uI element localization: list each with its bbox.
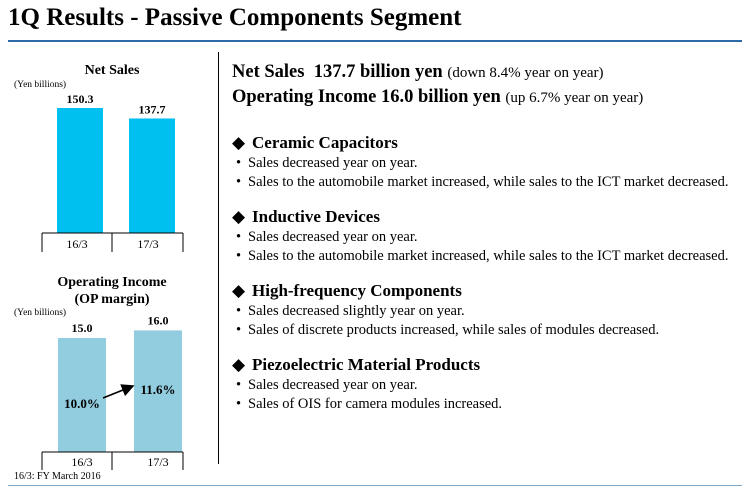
section-inductive-devices: ◆ Inductive Devices • Sales decreased year… <box>232 206 744 266</box>
net-sales-headline: Net Sales 137.7 billion yen (down 8.4% y… <box>232 60 744 85</box>
dot-bullet-icon: • <box>236 248 242 264</box>
bullet-text: Sales of discrete products increased, wh… <box>248 322 660 338</box>
footnote: 16/3: FY March 2016 <box>14 471 101 482</box>
bullet-text: Sales of OIS for camera modules increase… <box>248 396 503 412</box>
page-title: 1Q Results - Passive Components Segment <box>8 4 462 31</box>
bullet-item: • Sales to the automobile market increase… <box>232 247 744 266</box>
dot-bullet-icon: • <box>236 396 242 412</box>
operating-income-headline-note: (up 6.7% year on year) <box>505 90 644 106</box>
bullet-text: Sales decreased year on year. <box>248 155 418 171</box>
op-margin-label: 11.6% <box>140 382 175 397</box>
section-title: Ceramic Capacitors <box>252 133 398 152</box>
title-divider <box>8 40 742 42</box>
bullet-item: • Sales of OIS for camera modules increas… <box>232 395 744 414</box>
operating-income-value-label: 16.0 <box>148 313 169 327</box>
diamond-bullet-icon: ◆ <box>232 207 246 226</box>
operating-income-headline-value: 16.0 billion yen <box>381 87 501 107</box>
net-sales-bar-16-3 <box>57 108 103 233</box>
section-title: High-frequency Components <box>252 281 462 300</box>
bullet-item: • Sales decreased slightly year on year. <box>232 302 744 321</box>
operating-income-bar-17-3 <box>134 330 182 452</box>
bullet-item: • Sales of discrete products increased, w… <box>232 321 744 340</box>
dot-bullet-icon: • <box>236 155 242 171</box>
dot-bullet-icon: • <box>236 174 242 190</box>
net-sales-headline-note: (down 8.4% year on year) <box>447 65 604 81</box>
operating-income-category-label: 16/3 <box>71 455 92 469</box>
section-title: Piezoelectric Material Products <box>252 355 481 374</box>
bullet-item: • Sales decreased year on year. <box>232 376 744 395</box>
operating-income-category-label: 17/3 <box>147 455 168 469</box>
results-summary: Net Sales 137.7 billion yen (down 8.4% y… <box>232 60 744 414</box>
charts-area: Net Sales (Yen billions) 150.3 137.7 16/… <box>14 63 184 470</box>
dot-bullet-icon: • <box>236 229 242 245</box>
operating-income-bar-16-3 <box>58 338 106 452</box>
section-high-frequency-components: ◆ High-frequency Components • Sales decrea… <box>232 280 744 340</box>
operating-income-chart-subtitle: (OP margin) <box>74 292 149 307</box>
section-title: Inductive Devices <box>252 207 380 226</box>
section-ceramic-capacitors: ◆ Ceramic Capacitors • Sales decreased yea… <box>232 132 744 192</box>
operating-income-y-unit: (Yen billions) <box>14 307 66 318</box>
bullet-item: • Sales decreased year on year. <box>232 154 744 173</box>
bullet-text: Sales decreased year on year. <box>248 229 418 245</box>
net-sales-chart: Net Sales (Yen billions) 150.3 137.7 16/… <box>14 63 184 252</box>
bullet-item: • Sales to the automobile market increase… <box>232 173 744 192</box>
bullet-item: • Sales decreased year on year. <box>232 228 744 247</box>
net-sales-category-label: 16/3 <box>66 237 87 251</box>
operating-income-chart: Operating Income (OP margin) (Yen billio… <box>14 275 184 470</box>
margin-change-arrow <box>102 384 135 399</box>
bullet-text: Sales decreased year on year. <box>248 377 418 393</box>
diamond-bullet-icon: ◆ <box>232 281 246 300</box>
net-sales-value-label: 150.3 <box>67 92 94 106</box>
dot-bullet-icon: • <box>236 303 242 319</box>
operating-income-value-label: 15.0 <box>72 321 93 335</box>
net-sales-y-unit: (Yen billions) <box>14 79 66 90</box>
operating-income-chart-title: Operating Income <box>57 275 166 290</box>
dot-bullet-icon: • <box>236 322 242 338</box>
bullet-text: Sales to the automobile market increased… <box>248 248 729 264</box>
net-sales-bar-17-3 <box>129 118 175 233</box>
net-sales-headline-label: Net Sales <box>232 62 305 82</box>
operating-income-headline-label: Operating Income <box>232 87 377 107</box>
net-sales-category-label: 17/3 <box>137 237 158 251</box>
operating-income-headline: Operating Income 16.0 billion yen (up 6.… <box>232 85 744 110</box>
bullet-text: Sales decreased slightly year on year. <box>248 303 465 319</box>
dot-bullet-icon: • <box>236 377 242 393</box>
op-margin-label: 10.0% <box>64 396 100 411</box>
bottom-divider <box>8 485 742 486</box>
section-piezoelectric-material-products: ◆ Piezoelectric Material Products • Sales … <box>232 354 744 414</box>
bullet-text: Sales to the automobile market increased… <box>248 174 729 190</box>
net-sales-headline-value: 137.7 billion yen <box>313 62 443 82</box>
net-sales-chart-title: Net Sales <box>85 63 140 78</box>
vertical-divider <box>218 52 219 464</box>
diamond-bullet-icon: ◆ <box>232 355 246 374</box>
diamond-bullet-icon: ◆ <box>232 133 246 152</box>
net-sales-value-label: 137.7 <box>139 102 166 116</box>
